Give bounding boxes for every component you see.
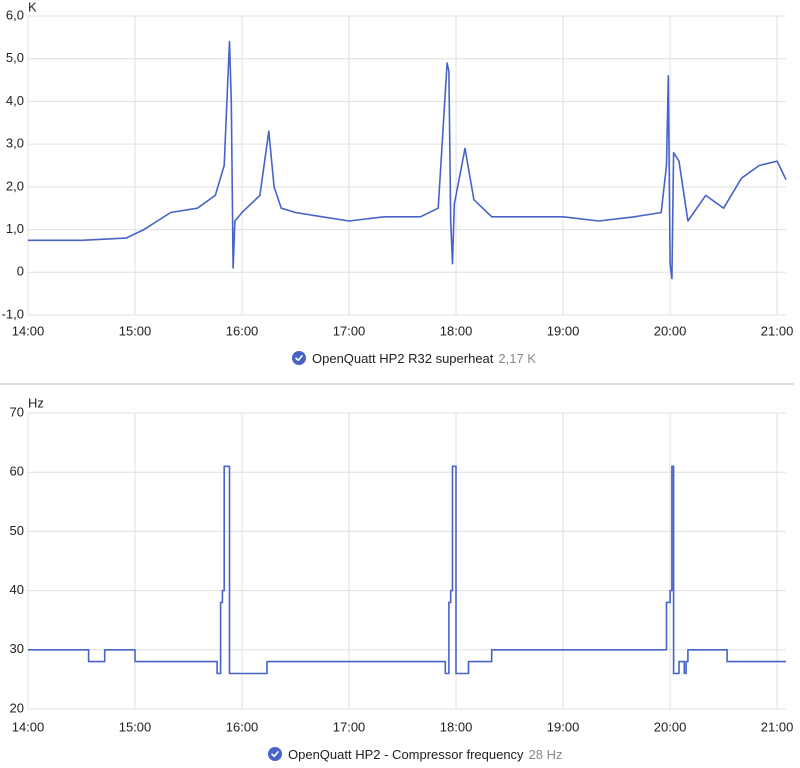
y-tick-label: 50 <box>10 523 24 538</box>
y-tick-label: 0 <box>17 264 24 279</box>
y-tick-label: 70 <box>10 404 24 419</box>
legend-current-value: 28 Hz <box>528 746 563 762</box>
x-tick-label: 18:00 <box>440 323 473 338</box>
superheat-chart[interactable]: K -1,0 0 1,0 2,0 3,0 4,0 5,0 6,0 14:00 15:00 16:00 1… <box>0 0 800 345</box>
x-tick-label: 21:00 <box>761 323 794 338</box>
x-tick-label: 19:00 <box>547 719 580 734</box>
y-tick-label: 60 <box>10 464 24 479</box>
x-tick-label: 21:00 <box>761 719 794 734</box>
y-tick-label: 3,0 <box>6 136 24 151</box>
legend-series-name: OpenQuatt HP2 R32 superheat <box>312 350 494 366</box>
compressor-frequency-chart[interactable]: Hz 20 30 40 50 60 70 14:00 15:00 16:00 17:00 18:00 1… <box>0 386 800 736</box>
y-tick-label: 30 <box>10 641 24 656</box>
x-tick-label: 14:00 <box>12 719 45 734</box>
y-tick-label: 5,0 <box>6 50 24 65</box>
y-tick-label: 4,0 <box>6 93 24 108</box>
y-tick-label: 20 <box>10 700 24 715</box>
series-line[interactable] <box>28 40 787 280</box>
x-tick-label: 14:00 <box>12 323 45 338</box>
x-tick-label: 18:00 <box>440 719 473 734</box>
x-tick-label: 16:00 <box>226 323 259 338</box>
series-line[interactable] <box>28 465 786 675</box>
x-tick-label: 15:00 <box>119 323 152 338</box>
y-tick-label: -1,0 <box>2 306 24 321</box>
compressor-legend-item[interactable]: OpenQuatt HP2 - Compressor frequency 28 … <box>268 744 563 764</box>
compressor-chart-panel: Hz 20 30 40 50 60 70 14:00 15:00 16:00 17:00 18:00 1… <box>0 386 800 768</box>
x-tick-label: 19:00 <box>547 323 580 338</box>
x-tick-label: 16:00 <box>226 719 259 734</box>
x-tick-label: 20:00 <box>654 323 687 338</box>
panel-divider <box>0 383 794 385</box>
x-tick-label: 15:00 <box>119 719 152 734</box>
y-tick-label: 1,0 <box>6 221 24 236</box>
superheat-legend-item[interactable]: OpenQuatt HP2 R32 superheat 2,17 K <box>292 348 536 368</box>
check-circle-icon <box>268 747 282 761</box>
x-tick-label: 17:00 <box>333 719 366 734</box>
y-tick-label: 6,0 <box>6 7 24 22</box>
y-tick-label: 2,0 <box>6 178 24 193</box>
x-tick-label: 17:00 <box>333 323 366 338</box>
legend-series-name: OpenQuatt HP2 - Compressor frequency <box>288 746 524 762</box>
x-tick-label: 20:00 <box>654 719 687 734</box>
superheat-chart-panel: K -1,0 0 1,0 2,0 3,0 4,0 5,0 6,0 14:00 15:00 16:00 1… <box>0 0 800 380</box>
y-axis-unit-label: Hz <box>28 395 44 410</box>
y-axis-unit-label: K <box>28 0 37 14</box>
y-tick-label: 40 <box>10 582 24 597</box>
check-circle-icon <box>292 351 306 365</box>
legend-current-value: 2,17 K <box>498 350 536 366</box>
